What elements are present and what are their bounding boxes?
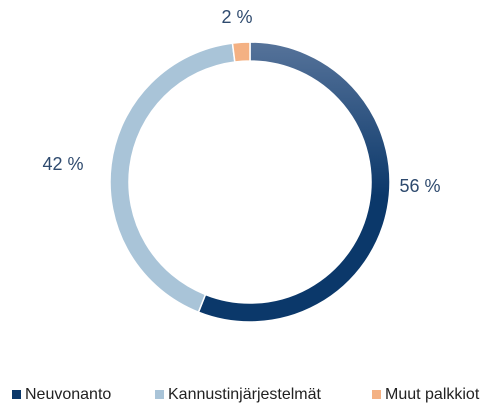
value-label: 42 % — [42, 154, 83, 174]
legend-label: Neuvonanto — [25, 386, 111, 403]
legend-label: Muut palkkiot — [385, 386, 480, 403]
donut-segment — [109, 42, 236, 314]
value-label: 2 % — [221, 7, 252, 27]
legend-swatch — [155, 390, 164, 399]
donut-segment — [197, 41, 391, 323]
donut-segment — [231, 41, 251, 63]
value-label: 56 % — [399, 176, 440, 196]
legend-swatch — [372, 390, 381, 399]
legend-swatch — [12, 390, 21, 399]
legend-label: Kannustinjärjestelmät — [168, 386, 322, 403]
